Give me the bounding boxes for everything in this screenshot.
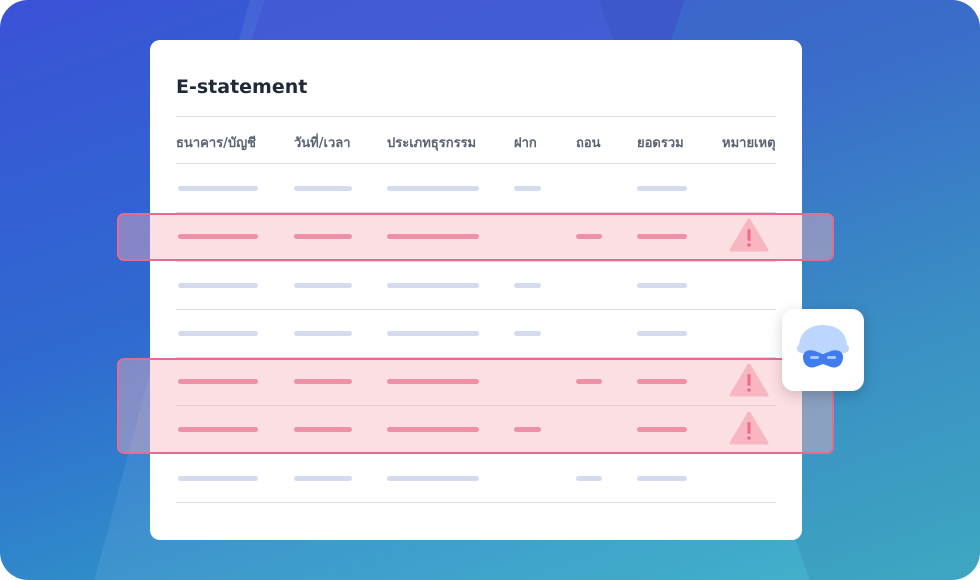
detector-badge xyxy=(782,309,864,391)
row-total-placeholder xyxy=(637,234,687,239)
row-withdraw-placeholder xyxy=(576,476,602,481)
row-divider xyxy=(176,405,776,406)
warning-triangle-icon xyxy=(729,363,769,397)
col-type: ประเภทธุรกรรม xyxy=(387,136,477,151)
row-total-placeholder xyxy=(637,427,687,432)
row-datetime-placeholder xyxy=(294,379,352,384)
header-divider xyxy=(176,163,776,164)
row-total-placeholder xyxy=(637,283,687,288)
row-deposit-placeholder xyxy=(514,427,541,432)
row-bank-placeholder xyxy=(178,476,258,481)
col-deposit: ฝาก xyxy=(514,136,537,151)
row-deposit-placeholder xyxy=(514,186,541,191)
row-total-placeholder xyxy=(637,476,687,481)
row-withdraw-placeholder xyxy=(576,379,602,384)
row-withdraw-placeholder xyxy=(576,234,602,239)
warning-triangle-icon xyxy=(729,411,769,445)
col-total: ยอดรวม xyxy=(637,136,684,151)
row-divider xyxy=(176,212,776,213)
col-note: หมายเหตุ xyxy=(722,136,776,151)
row-datetime-placeholder xyxy=(294,283,352,288)
row-bank-placeholder xyxy=(178,379,258,384)
row-bank-placeholder xyxy=(178,283,258,288)
col-datetime: วันที่/เวลา xyxy=(294,136,351,151)
row-type-placeholder xyxy=(387,331,479,336)
row-datetime-placeholder xyxy=(294,186,352,191)
row-divider xyxy=(176,357,776,358)
row-type-placeholder xyxy=(387,476,479,481)
statement-title: E-statement xyxy=(176,76,308,98)
row-deposit-placeholder xyxy=(514,283,541,288)
flagged-row-highlight xyxy=(117,213,834,261)
row-divider xyxy=(176,309,776,310)
row-datetime-placeholder xyxy=(294,234,352,239)
row-bank-placeholder xyxy=(178,427,258,432)
warning-triangle-icon xyxy=(729,218,769,252)
row-total-placeholder xyxy=(637,379,687,384)
row-deposit-placeholder xyxy=(514,331,541,336)
row-bank-placeholder xyxy=(178,186,258,191)
title-divider xyxy=(176,116,776,117)
flagged-rows-highlight xyxy=(117,358,834,454)
row-type-placeholder xyxy=(387,234,479,239)
row-divider xyxy=(176,502,776,503)
masked-bandit-icon xyxy=(797,325,849,368)
row-divider xyxy=(176,261,776,262)
row-type-placeholder xyxy=(387,379,479,384)
row-total-placeholder xyxy=(637,331,687,336)
statement-card: E-statement ธนาคาร/บัญชี วันที่/เวลา ประ… xyxy=(150,40,802,540)
row-type-placeholder xyxy=(387,186,479,191)
row-bank-placeholder xyxy=(178,234,258,239)
row-datetime-placeholder xyxy=(294,476,352,481)
row-datetime-placeholder xyxy=(294,331,352,336)
row-type-placeholder xyxy=(387,283,479,288)
row-datetime-placeholder xyxy=(294,427,352,432)
row-type-placeholder xyxy=(387,427,479,432)
col-bank-account: ธนาคาร/บัญชี xyxy=(176,136,256,151)
row-total-placeholder xyxy=(637,186,687,191)
col-withdraw: ถอน xyxy=(576,136,601,151)
row-bank-placeholder xyxy=(178,331,258,336)
